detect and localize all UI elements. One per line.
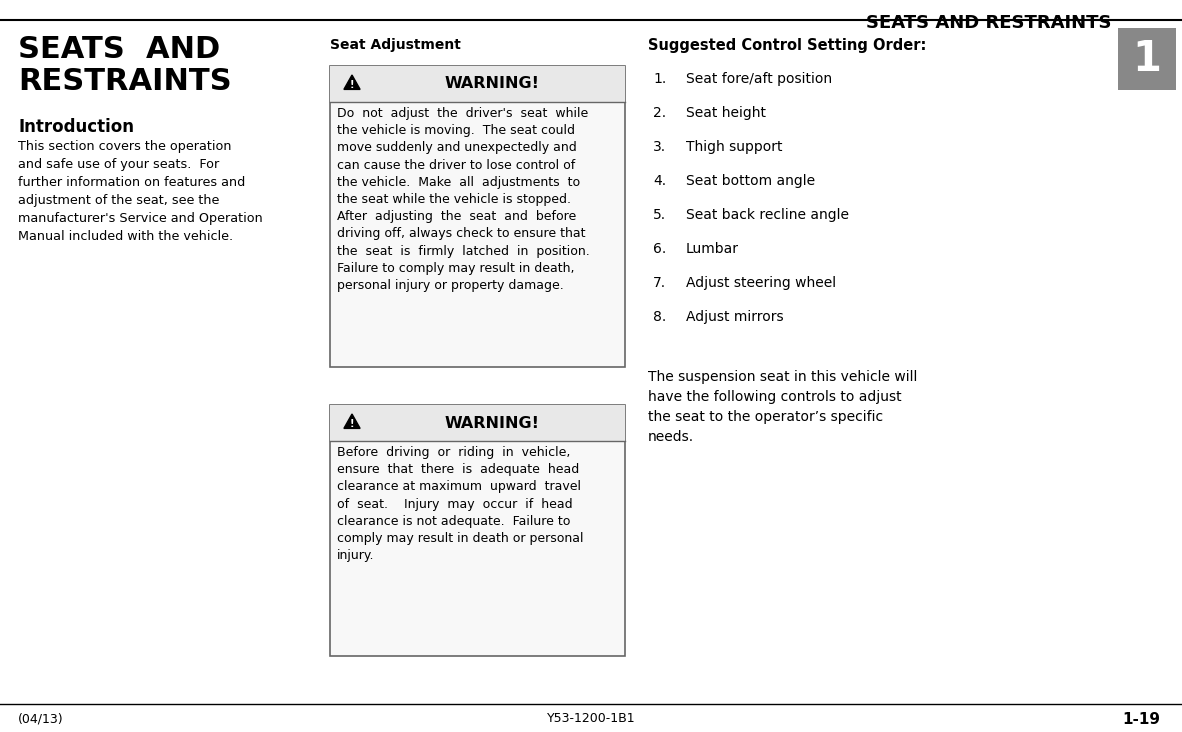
FancyBboxPatch shape — [330, 405, 625, 441]
Text: SEATS AND RESTRAINTS: SEATS AND RESTRAINTS — [866, 14, 1112, 32]
Text: !: ! — [350, 80, 355, 90]
Text: Adjust steering wheel: Adjust steering wheel — [686, 276, 836, 290]
FancyBboxPatch shape — [1118, 28, 1176, 90]
Text: Do  not  adjust  the  driver's  seat  while
the vehicle is moving.  The seat cou: Do not adjust the driver's seat while th… — [337, 107, 590, 292]
Text: 1.: 1. — [652, 72, 667, 86]
FancyBboxPatch shape — [330, 66, 625, 102]
Text: 3.: 3. — [652, 140, 667, 154]
FancyBboxPatch shape — [330, 405, 625, 656]
Text: WARNING!: WARNING! — [444, 416, 540, 430]
Text: This section covers the operation
and safe use of your seats.  For
further infor: This section covers the operation and sa… — [18, 140, 262, 243]
Polygon shape — [344, 414, 361, 428]
Text: (04/13): (04/13) — [18, 712, 64, 725]
Text: 8.: 8. — [652, 310, 667, 324]
Text: 2.: 2. — [652, 106, 667, 120]
Text: Thigh support: Thigh support — [686, 140, 782, 154]
Text: !: ! — [350, 419, 355, 429]
Text: Seat bottom angle: Seat bottom angle — [686, 174, 816, 188]
Text: Before  driving  or  riding  in  vehicle,
ensure  that  there  is  adequate  hea: Before driving or riding in vehicle, ens… — [337, 446, 584, 562]
Text: SEATS  AND
RESTRAINTS: SEATS AND RESTRAINTS — [18, 35, 232, 97]
Text: Lumbar: Lumbar — [686, 242, 739, 256]
Text: 7.: 7. — [652, 276, 667, 290]
Text: 1: 1 — [1132, 38, 1162, 80]
Text: Seat height: Seat height — [686, 106, 766, 120]
Text: 6.: 6. — [652, 242, 667, 256]
Text: 1-19: 1-19 — [1122, 712, 1160, 727]
Text: 5.: 5. — [652, 208, 667, 222]
Text: Suggested Control Setting Order:: Suggested Control Setting Order: — [648, 38, 927, 53]
Text: The suspension seat in this vehicle will
have the following controls to adjust
t: The suspension seat in this vehicle will… — [648, 370, 917, 444]
Text: 4.: 4. — [652, 174, 667, 188]
Text: WARNING!: WARNING! — [444, 77, 540, 92]
Polygon shape — [344, 75, 361, 89]
Text: Y53-1200-1B1: Y53-1200-1B1 — [547, 712, 635, 725]
Text: Adjust mirrors: Adjust mirrors — [686, 310, 784, 324]
Text: Introduction: Introduction — [18, 118, 134, 136]
Text: Seat back recline angle: Seat back recline angle — [686, 208, 849, 222]
FancyBboxPatch shape — [330, 66, 625, 367]
Text: Seat Adjustment: Seat Adjustment — [330, 38, 461, 52]
Text: Seat fore/aft position: Seat fore/aft position — [686, 72, 832, 86]
